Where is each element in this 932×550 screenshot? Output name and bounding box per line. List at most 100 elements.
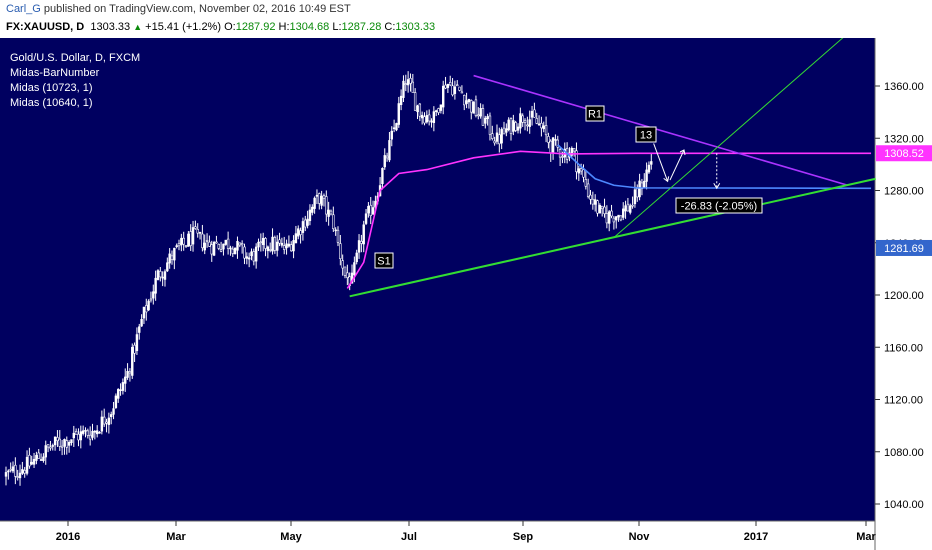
candle-body xyxy=(219,249,223,252)
x-tick-label: 2017 xyxy=(744,531,768,543)
candle xyxy=(28,447,31,469)
symbol-label[interactable]: FX:XAUUSD, D xyxy=(6,21,85,33)
candle xyxy=(25,450,29,476)
candle xyxy=(608,210,611,232)
candle xyxy=(236,236,239,259)
candle-body xyxy=(72,432,76,439)
candle-body xyxy=(7,470,10,473)
candle-body xyxy=(51,445,54,447)
candle xyxy=(268,242,272,253)
candle xyxy=(91,423,94,441)
label-s1: S1 xyxy=(374,252,394,269)
plot-background[interactable] xyxy=(0,38,875,521)
candle-body xyxy=(629,205,632,213)
candle-body xyxy=(505,128,508,133)
candle xyxy=(152,284,155,305)
candle-body xyxy=(100,416,104,432)
candle xyxy=(420,111,424,125)
candle-body xyxy=(86,430,90,436)
candle-body xyxy=(126,370,129,378)
candle-body xyxy=(622,208,625,218)
price-axis-panel[interactable] xyxy=(875,38,932,550)
y-tick-label: 1200.00 xyxy=(884,290,924,302)
candle-body xyxy=(498,134,501,145)
candle-body xyxy=(420,114,424,119)
candle xyxy=(112,401,115,420)
candle xyxy=(596,199,599,217)
legend-midas-2: Midas (10640, 1) xyxy=(10,97,93,109)
candle xyxy=(18,464,22,486)
candle xyxy=(44,440,47,465)
candle-body xyxy=(285,243,288,249)
candle xyxy=(624,200,627,219)
y-tick-label: 1280.00 xyxy=(884,186,924,198)
author-link[interactable]: Carl_G xyxy=(6,3,41,15)
candle xyxy=(341,254,344,276)
candle-body xyxy=(477,114,480,117)
candle-body xyxy=(149,298,153,301)
candle xyxy=(306,210,309,229)
candle xyxy=(589,190,592,205)
candle xyxy=(498,127,501,153)
candle-body xyxy=(276,241,279,251)
candle-body xyxy=(521,115,524,123)
candle-body xyxy=(451,85,454,96)
candle-body xyxy=(423,116,426,124)
candle xyxy=(231,246,234,258)
candle xyxy=(411,73,415,93)
candle-body xyxy=(458,86,461,91)
time-axis-panel[interactable] xyxy=(0,521,875,550)
candle xyxy=(533,102,536,118)
candle xyxy=(385,152,389,162)
candle-body xyxy=(292,240,295,252)
candle xyxy=(327,201,330,226)
y-tick-label: 1360.00 xyxy=(884,81,924,93)
candle-body xyxy=(21,469,24,474)
candle-body xyxy=(215,241,218,244)
candle xyxy=(9,462,12,473)
candle-body xyxy=(643,180,646,188)
candle-body xyxy=(252,251,256,262)
candle-body xyxy=(205,240,209,242)
candle xyxy=(119,383,122,396)
y-tick-label: 1080.00 xyxy=(884,447,924,459)
candle-body xyxy=(268,249,272,251)
low-value: 1287.28 xyxy=(341,21,382,33)
candle-body xyxy=(467,99,471,103)
candle-body xyxy=(257,241,260,248)
candle xyxy=(114,393,118,409)
publish-text: published on TradingView.com, November 0… xyxy=(43,3,351,15)
candle-body xyxy=(329,210,333,215)
candle xyxy=(210,240,213,262)
candle xyxy=(423,112,426,126)
candle-body xyxy=(49,446,52,449)
candle xyxy=(622,202,625,221)
candle xyxy=(332,206,335,232)
candle-body xyxy=(600,205,604,210)
chart-area[interactable]: 1040.001080.001120.001160.001200.001240.… xyxy=(0,38,932,550)
candle xyxy=(117,388,120,403)
candle xyxy=(229,245,232,256)
candle xyxy=(556,135,559,152)
candle xyxy=(519,107,522,134)
candle-body xyxy=(388,140,391,161)
candle xyxy=(381,167,384,190)
candle-body xyxy=(500,129,503,144)
candle-body xyxy=(177,243,181,247)
candle-body xyxy=(617,214,620,218)
candle-body xyxy=(491,133,494,139)
candle xyxy=(142,306,146,325)
candle xyxy=(593,194,597,212)
candle xyxy=(42,453,45,463)
candle xyxy=(147,299,150,312)
support-trendline xyxy=(349,177,876,298)
candle-body xyxy=(25,456,29,474)
label-r1: R1 xyxy=(585,105,605,122)
candle xyxy=(582,164,585,183)
price-tags: 1308.52 1281.69 xyxy=(876,145,932,256)
candle xyxy=(395,122,398,132)
candle-body xyxy=(28,454,31,467)
candle xyxy=(537,115,541,126)
candle xyxy=(442,80,445,115)
candle xyxy=(343,266,347,279)
